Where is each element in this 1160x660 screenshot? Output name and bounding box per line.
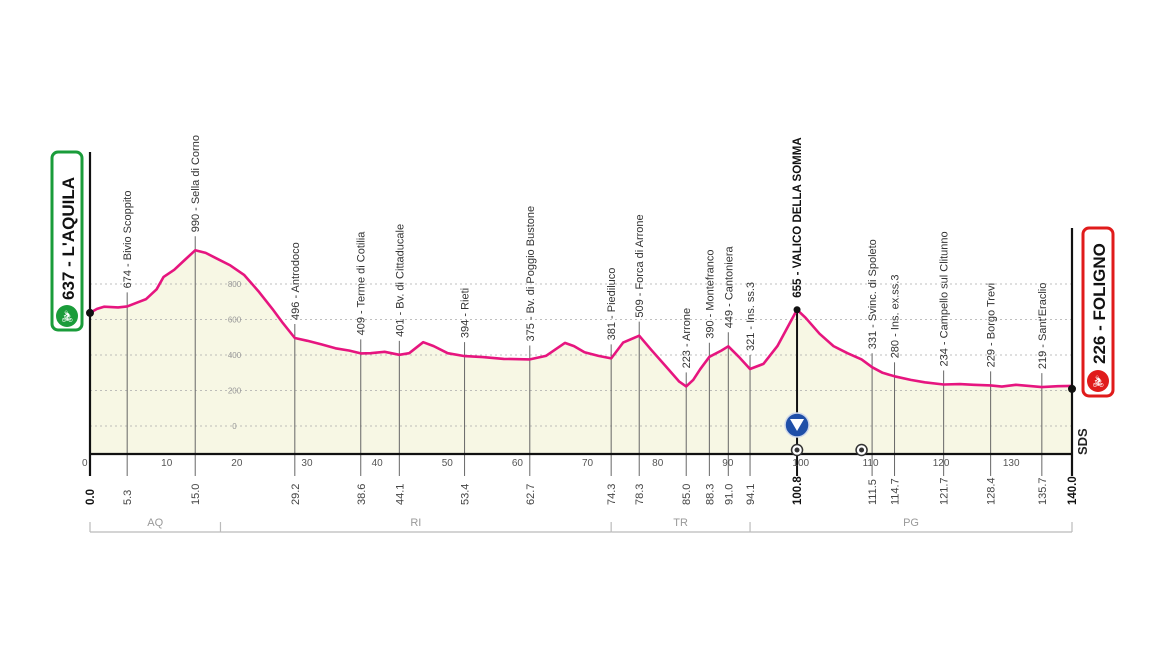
waypoint-km-label: 94.1 xyxy=(745,484,757,505)
cyclist-icon-glyph: 🚴︎ xyxy=(60,310,74,323)
target-icon-center xyxy=(794,447,800,453)
triangle-glyph xyxy=(790,419,805,431)
y-tick-label: 400 xyxy=(228,351,242,360)
waypoint-km-label: 15.0 xyxy=(190,484,202,505)
y-tick-label: 600 xyxy=(228,316,242,325)
waypoint-label: 449 - Cantoniera xyxy=(723,245,735,328)
x-tick-label: 50 xyxy=(442,458,454,469)
waypoint-label: 409 - Terme di Cotilia xyxy=(356,231,368,336)
x-tick-label: 130 xyxy=(1003,458,1020,469)
waypoint-km-label: 62.7 xyxy=(525,484,537,505)
waypoint-label: 496 - Antrodoco xyxy=(290,242,302,320)
waypoint-km-label: 29.2 xyxy=(290,484,302,505)
waypoint-label: 280 - Ins. ex.ss.3 xyxy=(890,275,902,359)
x-tick-label: 80 xyxy=(652,458,664,469)
start-badge xyxy=(50,150,84,332)
waypoint-km-label: 128.4 xyxy=(986,477,998,505)
finish-km-label: 140.0 xyxy=(1067,476,1079,505)
cyclist-icon xyxy=(56,305,78,327)
profile-area xyxy=(90,250,1072,454)
waypoint-label: 381 - Piediluco xyxy=(606,268,618,341)
region-label: TR xyxy=(673,517,688,529)
region-label: RI xyxy=(410,517,421,529)
start-km-label: 0.0 xyxy=(85,489,97,505)
x-tick-label: 40 xyxy=(372,458,384,469)
x-tick-label: 20 xyxy=(231,458,243,469)
x-tick-label: 10 xyxy=(161,458,173,469)
waypoint-label: 655 - VALICO DELLA SOMMA xyxy=(792,137,804,297)
sds-label: SDS xyxy=(1075,428,1090,455)
waypoint-label: 223 - Arrone xyxy=(681,308,693,369)
waypoint-label: 219 - Sant'Eraclio xyxy=(1037,283,1049,369)
start-dot xyxy=(86,308,94,317)
waypoint-km-label: 111.5 xyxy=(867,479,879,505)
waypoint-km-label: 53.4 xyxy=(460,484,472,505)
waypoint-km-label: 135.7 xyxy=(1037,477,1049,505)
x-tick-label: 90 xyxy=(722,458,734,469)
waypoint-km-label: 74.3 xyxy=(606,484,618,505)
waypoint-km-label: 5.3 xyxy=(122,490,134,505)
region-label: PG xyxy=(903,517,919,529)
waypoint-label: 321 - Ins. ss.3 xyxy=(745,282,757,351)
waypoint-km-label: 121.7 xyxy=(939,477,951,505)
waypoint-label: 401 - Bv. di Cittaducale xyxy=(394,224,406,337)
y-tick-label: 800 xyxy=(228,280,242,289)
waypoint-km-label: 88.3 xyxy=(704,484,716,505)
waypoint-km-label: 38.6 xyxy=(356,484,368,505)
waypoint-label: 331 - Svinc. di Spoleto xyxy=(867,239,879,349)
waypoint-label: 509 - Forca di Arrone xyxy=(634,214,646,317)
target-icon-center xyxy=(859,447,865,453)
waypoint-km-label: 100.8 xyxy=(792,476,804,505)
cyclist-icon xyxy=(1087,370,1109,392)
waypoint-km-label: 78.3 xyxy=(634,484,646,505)
cyclist-icon-glyph: 🚴︎ xyxy=(1091,375,1105,388)
waypoint-km-label: 114.7 xyxy=(890,478,902,505)
profile-line xyxy=(89,249,1073,389)
region-label: AQ xyxy=(147,517,163,529)
x-tick-label: 0 xyxy=(82,458,88,469)
waypoint-label: 394 - Rieti xyxy=(460,288,472,338)
finish-label: 226 - FOLIGNO xyxy=(1090,243,1109,364)
waypoint-label: 229 - Borgo Trevi xyxy=(986,283,998,367)
waypoint-label: 375 - Bv. di Poggio Bustone xyxy=(525,206,537,342)
finish-badge xyxy=(1081,226,1115,398)
waypoint-km-label: 85.0 xyxy=(681,484,693,505)
x-tick-label: 110 xyxy=(863,458,879,469)
waypoint-label: 990 - Sella di Corno xyxy=(190,135,202,232)
summit-dot xyxy=(793,306,801,314)
start-label: 637 - L'AQUILA xyxy=(59,177,78,300)
finish-dot xyxy=(1068,384,1076,393)
waypoint-label: 674 - Bivio Scoppito xyxy=(122,191,134,289)
waypoint-km-label: 44.1 xyxy=(394,484,406,505)
x-tick-label: 60 xyxy=(512,458,524,469)
x-tick-label: 120 xyxy=(933,458,950,469)
x-tick-label: 70 xyxy=(582,458,594,469)
waypoint-label: 234 - Campello sul Clitunno xyxy=(939,231,951,366)
x-tick-label: 30 xyxy=(301,458,313,469)
y-tick-label: 200 xyxy=(228,387,242,396)
x-tick-label: 100 xyxy=(792,458,809,469)
y-tick-label: 0 xyxy=(232,422,237,431)
waypoint-km-label: 91.0 xyxy=(723,484,735,505)
waypoint-label: 390 - Montefranco xyxy=(704,249,716,338)
